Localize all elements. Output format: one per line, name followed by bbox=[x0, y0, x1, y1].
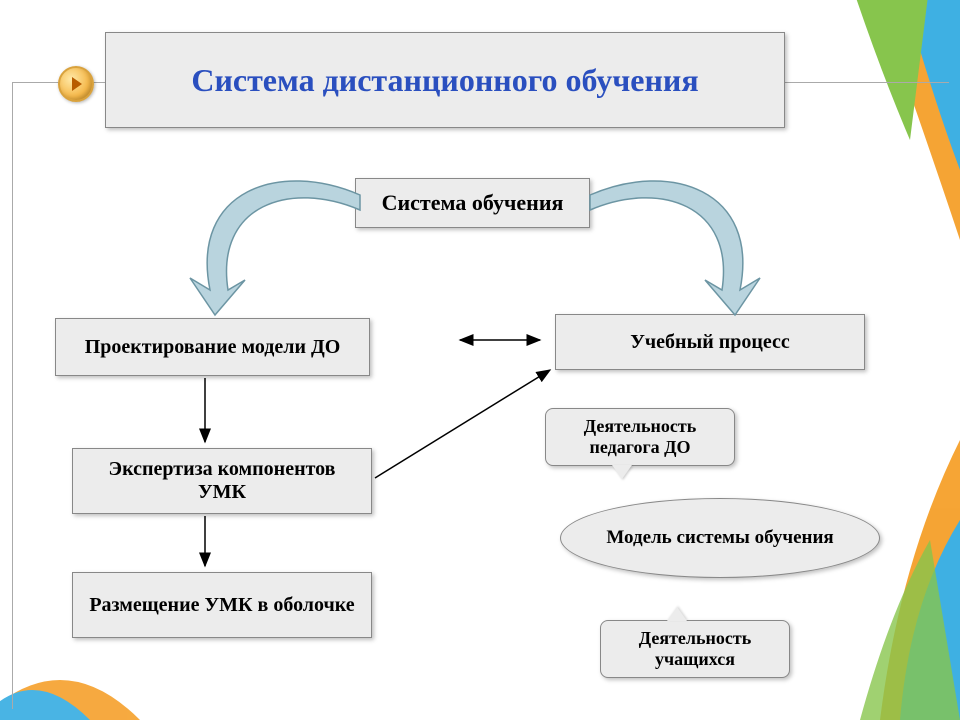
teacher-label: Деятельность педагога ДО bbox=[558, 416, 722, 458]
placement-label: Размещение УМК в оболочке bbox=[89, 594, 354, 617]
title-box: Система дистанционного обучения bbox=[105, 32, 785, 128]
design-label: Проектирование модели ДО bbox=[85, 336, 341, 359]
process-box: Учебный процесс bbox=[555, 314, 865, 370]
expertise-label: Экспертиза компонентов УМК bbox=[83, 458, 361, 504]
title-text: Система дистанционного обучения bbox=[191, 62, 698, 99]
model-label: Модель системы обучения bbox=[606, 527, 833, 549]
model-ellipse: Модель системы обучения bbox=[560, 498, 880, 578]
diagram-canvas: Система дистанционного обучения Система … bbox=[0, 0, 960, 720]
arrow-bullet-icon bbox=[58, 66, 94, 102]
student-label: Деятельность учащихся bbox=[613, 628, 777, 670]
design-box: Проектирование модели ДО bbox=[55, 318, 370, 376]
system-box: Система обучения bbox=[355, 178, 590, 228]
process-label: Учебный процесс bbox=[630, 331, 790, 354]
system-label: Система обучения bbox=[382, 190, 564, 216]
teacher-callout: Деятельность педагога ДО bbox=[545, 408, 735, 466]
student-callout: Деятельность учащихся bbox=[600, 620, 790, 678]
placement-box: Размещение УМК в оболочке bbox=[72, 572, 372, 638]
expertise-box: Экспертиза компонентов УМК bbox=[72, 448, 372, 514]
